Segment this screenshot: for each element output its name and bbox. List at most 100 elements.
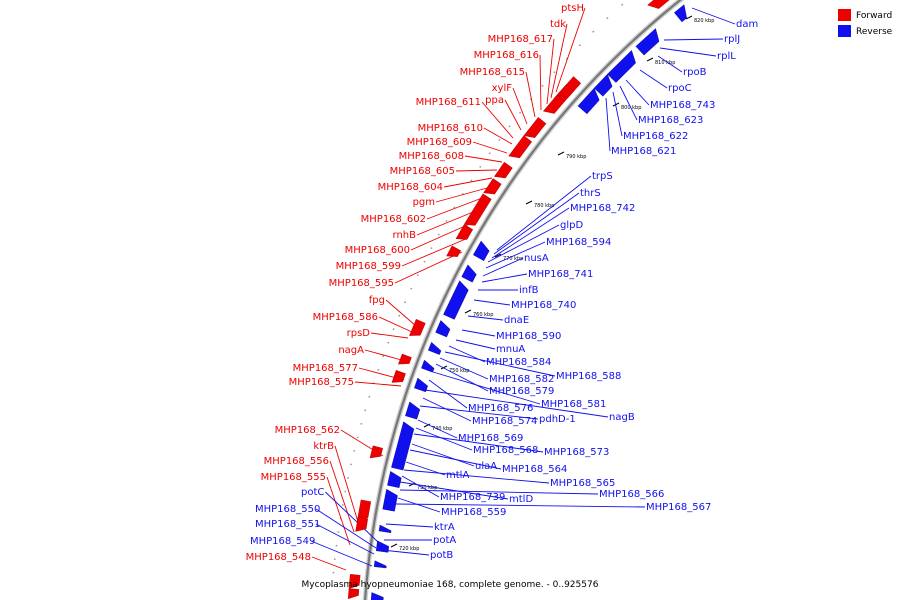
gene-label-forward: ktrB <box>313 441 334 452</box>
reverse-gene-block <box>391 421 415 471</box>
gene-label-forward: MHP168_608 <box>399 151 464 162</box>
gene-label-reverse: MHP168_551 <box>255 519 320 530</box>
track-dot <box>331 585 333 587</box>
gene-label-reverse: MHP168_621 <box>611 146 676 157</box>
gene-label-reverse: MHP168_594 <box>546 237 611 248</box>
gene-label-reverse: MHP168_567 <box>646 502 711 513</box>
forward-gene-block <box>483 178 502 195</box>
gene-label-reverse: MHP168_569 <box>458 433 523 444</box>
leader-line-reverse <box>444 351 556 377</box>
gene-label-reverse: potA <box>433 535 456 546</box>
leader-line-reverse <box>487 224 560 263</box>
reverse-gene-block <box>635 28 660 56</box>
reverse-gene-block <box>405 401 421 420</box>
tick-mark <box>464 309 472 314</box>
forward-gene-block <box>455 224 474 240</box>
reverse-gene-block <box>370 592 384 600</box>
tick-mark <box>646 57 654 62</box>
reverse-gene-block <box>461 264 477 283</box>
leader-line-reverse <box>409 449 502 470</box>
dot-track <box>331 3 624 587</box>
genome-caption: Mycoplasma hyopneumoniae 168, complete g… <box>302 580 599 590</box>
gene-label-reverse: potB <box>430 550 453 561</box>
gene-label-reverse: MHP168_565 <box>550 478 615 489</box>
leader-line-reverse <box>397 497 441 513</box>
tick-mark <box>408 482 416 487</box>
track-dot <box>353 450 356 452</box>
track-dot <box>498 139 501 141</box>
leader-line-reverse <box>455 339 496 350</box>
forward-gene-block <box>398 353 412 365</box>
legend-swatch-forward <box>838 9 851 21</box>
gene-label-forward: tdk <box>550 19 566 30</box>
gene-label-forward: MHP168_586 <box>313 312 378 323</box>
gene-label-reverse: MHP168_549 <box>250 536 315 547</box>
forward-gene-block <box>369 445 383 459</box>
reverse-gene-block <box>593 73 613 97</box>
track-dot <box>382 355 385 358</box>
gene-label-reverse: MHP168_623 <box>638 115 703 126</box>
leader-line-reverse <box>663 38 724 41</box>
tick-mark <box>685 15 693 20</box>
leader-line-forward <box>525 71 536 118</box>
gene-label-reverse: nusA <box>524 253 549 264</box>
gene-label-reverse: ktrA <box>434 522 455 533</box>
gene-label-reverse: MHP168_559 <box>441 507 506 518</box>
tick-mark <box>423 423 431 428</box>
reverse-gene-block <box>428 341 442 355</box>
track-dot <box>387 341 390 344</box>
forward-gene-block <box>347 588 360 600</box>
track-dot <box>333 558 336 560</box>
reverse-gene-block <box>382 488 398 512</box>
gene-label-reverse: rplL <box>717 51 736 62</box>
tick-mark <box>390 543 398 548</box>
gene-label-reverse: MHP168_622 <box>623 131 688 142</box>
track-dot <box>578 44 581 47</box>
tick-mark <box>525 200 533 205</box>
forward-gene-block <box>508 135 533 159</box>
leader-line-reverse <box>413 433 544 453</box>
legend: Forward Reverse <box>838 9 893 37</box>
track-dot <box>410 287 413 290</box>
track-dot <box>423 260 426 263</box>
reverse-gene-block <box>375 540 390 553</box>
track-dot <box>606 17 609 20</box>
gene-label-reverse: infB <box>519 285 539 296</box>
gene-label-reverse: MHP168_568 <box>473 445 538 456</box>
leader-line-reverse <box>315 508 377 549</box>
track-dot <box>364 409 367 412</box>
gene-label-reverse: dnaE <box>504 315 529 326</box>
gene-label-reverse: mtlA <box>446 470 469 481</box>
leader-line-reverse <box>482 257 524 277</box>
track-dot <box>347 477 349 479</box>
gene-labels: ptsH tdk MHP168_617 MHP168_616 MHP168_615xyl… <box>246 3 759 563</box>
backbone-arc <box>363 0 683 600</box>
leader-line-reverse <box>403 469 550 484</box>
label-leaders <box>310 7 736 571</box>
leader-line-forward <box>334 445 359 523</box>
gene-label-forward: MHP168_595 <box>329 278 394 289</box>
leader-line-reverse <box>399 489 599 495</box>
leader-line-forward <box>311 556 347 571</box>
gene-label-forward: pgm <box>413 197 435 208</box>
gene-label-reverse: MHP168_584 <box>486 357 551 368</box>
gene-label-forward: MHP168_599 <box>336 261 401 272</box>
tick-label: 730 kbp <box>417 485 437 491</box>
forward-gene-block <box>357 499 372 521</box>
leader-line-reverse <box>467 315 504 321</box>
leader-line-reverse <box>659 47 717 57</box>
track-dot <box>416 274 419 276</box>
leader-line-forward <box>416 209 479 236</box>
tick-label: 790 kbp <box>566 154 586 160</box>
gene-label-forward: MHP168_604 <box>378 182 443 193</box>
gene-label-reverse: MHP168_740 <box>511 300 576 311</box>
reverse-gene-block <box>577 87 600 115</box>
tick-label: 780 kbp <box>534 203 554 209</box>
leader-line-reverse <box>491 207 570 259</box>
tick-mark <box>557 151 565 156</box>
track-dot <box>337 531 340 533</box>
track-dot <box>437 233 440 236</box>
track-dot <box>470 179 473 182</box>
